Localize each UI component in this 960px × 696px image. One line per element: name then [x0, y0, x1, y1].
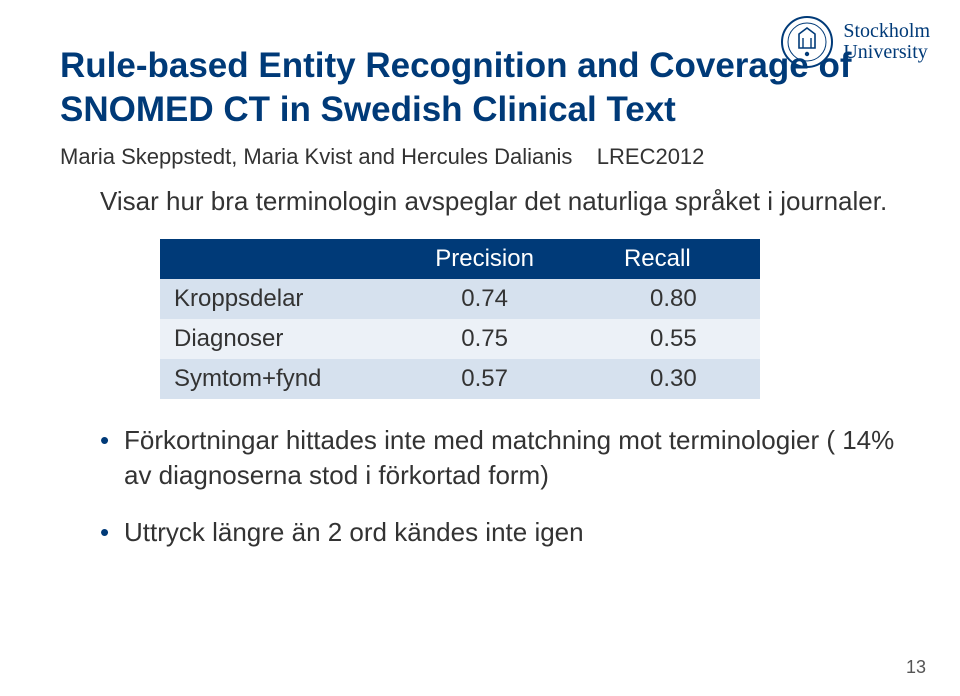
col-recall: Recall — [610, 239, 760, 279]
page-number: 13 — [906, 657, 926, 678]
bullet-item: Uttryck längre än 2 ord kändes inte igen — [100, 515, 900, 550]
metrics-table: Precision Recall Kroppsdelar 0.74 0.80 D… — [160, 239, 760, 399]
table-row: Symtom+fynd 0.57 0.30 — [160, 359, 760, 399]
authors: Maria Skeppstedt, Maria Kvist and Hercul… — [60, 144, 572, 169]
university-name: Stockholm University — [843, 21, 930, 63]
row-label: Symtom+fynd — [160, 359, 421, 399]
authors-line: Maria Skeppstedt, Maria Kvist and Hercul… — [60, 144, 900, 170]
col-empty — [160, 239, 421, 279]
brand-line2: University — [843, 42, 930, 63]
university-logo: Stockholm University — [779, 14, 930, 70]
table-header-row: Precision Recall — [160, 239, 760, 279]
row-precision: 0.74 — [421, 279, 610, 319]
conference: LREC2012 — [597, 144, 705, 169]
bullet-item: Förkortningar hittades inte med matchnin… — [100, 423, 900, 493]
col-precision: Precision — [421, 239, 610, 279]
bullet-list: Förkortningar hittades inte med matchnin… — [100, 423, 900, 550]
row-recall: 0.80 — [610, 279, 760, 319]
table-row: Diagnoser 0.75 0.55 — [160, 319, 760, 359]
row-precision: 0.75 — [421, 319, 610, 359]
intro-text: Visar hur bra terminologin avspeglar det… — [100, 184, 900, 219]
metrics-table-wrap: Precision Recall Kroppsdelar 0.74 0.80 D… — [160, 239, 760, 399]
table-row: Kroppsdelar 0.74 0.80 — [160, 279, 760, 319]
slide-title: Rule-based Entity Recognition and Covera… — [60, 44, 900, 132]
crest-icon — [779, 14, 835, 70]
row-label: Diagnoser — [160, 319, 421, 359]
row-recall: 0.30 — [610, 359, 760, 399]
brand-line1: Stockholm — [843, 21, 930, 42]
row-precision: 0.57 — [421, 359, 610, 399]
row-label: Kroppsdelar — [160, 279, 421, 319]
row-recall: 0.55 — [610, 319, 760, 359]
slide: Stockholm University Rule-based Entity R… — [0, 0, 960, 696]
